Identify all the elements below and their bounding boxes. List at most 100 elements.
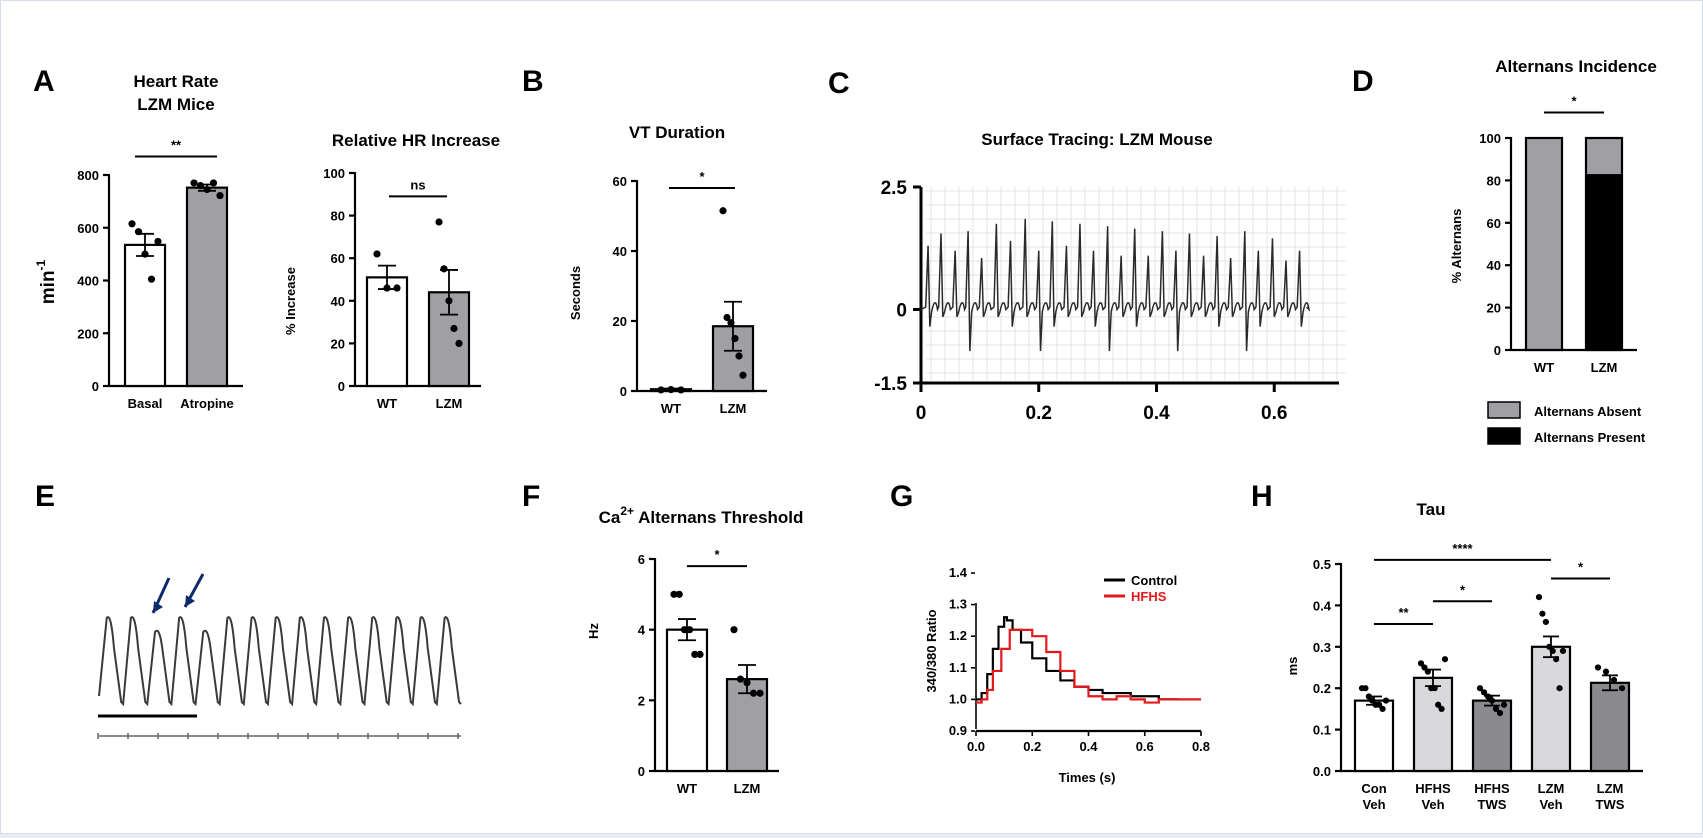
x-tick-label: TWS [1478, 797, 1507, 812]
panel-label-c: C [828, 67, 850, 100]
chart-alternans-incidence: Alternans Incidence % Alternans 0 20 40 60 8… [1449, 57, 1657, 445]
legend-swatch [1487, 401, 1521, 419]
y-tick-label: 40 [613, 244, 627, 259]
y-tick-label: 2 [638, 693, 645, 708]
y-tick-label: 40 [1487, 258, 1501, 273]
data-point [1431, 685, 1438, 692]
y-tick-label: 0.0 [1313, 764, 1331, 779]
data-point [1610, 676, 1618, 684]
data-point [727, 319, 735, 327]
y-tick-label: 60 [613, 174, 627, 189]
data-point [216, 191, 224, 200]
data-point [147, 275, 156, 283]
data-point [450, 324, 458, 333]
data-point [731, 334, 739, 343]
arrowhead-icon [185, 595, 195, 607]
x-tick-label: LZM [720, 401, 747, 416]
x-tick-label: 0.2 [1023, 739, 1041, 754]
data-point [196, 181, 205, 190]
bar [1471, 699, 1513, 773]
data-point [723, 313, 731, 322]
x-tick-label: LZM [1538, 781, 1565, 796]
significance-label: * [1571, 94, 1577, 109]
y-tick-label: 1.1 [949, 660, 967, 675]
chart-heart-rate: Heart Rate LZM Mice min-1 0 200 400 600 800 B… [34, 72, 243, 411]
significance-label: ** [1398, 605, 1409, 620]
series-line [976, 628, 1201, 704]
data-point [1602, 668, 1610, 675]
y-tick-label: 0.1 [1313, 723, 1331, 738]
significance-label: * [1578, 559, 1584, 574]
chart-subtitle: LZM Mice [137, 95, 214, 114]
y-tick-label: 800 [77, 168, 99, 183]
bar [665, 628, 709, 773]
legend-swatch [1487, 427, 1521, 445]
data-point [1362, 685, 1369, 692]
data-point [670, 590, 678, 598]
y-tick-label: 1.2 [949, 628, 967, 643]
x-tick-label: Veh [1421, 797, 1444, 812]
data-point [1441, 656, 1449, 663]
data-point [1559, 647, 1567, 655]
y-tick-label: 80 [331, 209, 345, 224]
x-tick-label: LZM [734, 781, 761, 796]
x-tick-label: Con [1361, 781, 1386, 796]
significance-label: ns [410, 177, 425, 192]
x-tick-label: 0.4 [1079, 739, 1098, 754]
data-point [1369, 697, 1376, 704]
data-point [719, 207, 727, 215]
chart-title: Heart Rate [133, 72, 218, 91]
data-point [445, 297, 453, 305]
y-tick-label: 80 [1487, 173, 1501, 188]
bar [1412, 676, 1454, 773]
data-point [203, 185, 211, 194]
significance-label: * [1460, 582, 1466, 597]
x-tick-label: HFHS [1474, 781, 1510, 796]
data-point [1492, 705, 1500, 713]
y-tick-label: 1.0 [949, 691, 967, 706]
y-tick-label: 2.5 [881, 178, 908, 199]
data-point [1424, 668, 1431, 675]
significance-label: **** [1452, 541, 1473, 556]
panel-label-e: E [35, 480, 55, 513]
x-tick-label: 0.6 [1136, 739, 1154, 754]
x-tick-label: LZM [1597, 781, 1624, 796]
chart-relative-hr-increase: Relative HR Increase % Increase 0 20 40 60 8… [283, 131, 500, 411]
bar-outline [1524, 136, 1564, 352]
data-point [1417, 660, 1425, 667]
data-point [1546, 643, 1553, 650]
y-tick-label: 600 [77, 221, 99, 236]
panel-label-d: D [1352, 65, 1374, 98]
data-point [756, 689, 764, 697]
data-point [1376, 701, 1383, 708]
data-point [373, 250, 381, 258]
y-axis-label: min-1 [34, 259, 59, 304]
y-tick-label: 0 [1494, 343, 1501, 358]
y-tick-label: 200 [77, 326, 99, 341]
data-point [743, 679, 751, 687]
data-point [1484, 693, 1492, 700]
y-tick-label: 400 [77, 274, 99, 289]
y-tick-label: 1.3 [949, 597, 967, 612]
data-point [1500, 701, 1508, 708]
data-point [154, 237, 162, 246]
y-axis-label: % Alternans [1449, 209, 1464, 284]
calcium-trace [98, 616, 462, 707]
legend-label: Control [1131, 573, 1177, 588]
y-tick-label: 0 [638, 764, 645, 779]
panel-label-a: A [33, 65, 55, 98]
bar [1530, 645, 1572, 773]
data-point [1365, 693, 1372, 700]
data-point [1556, 685, 1563, 692]
y-tick-label: 0 [896, 301, 907, 322]
data-point [455, 339, 463, 347]
y-tick-label: 0.4 [1313, 598, 1332, 613]
chart-calcium-transient: 340/380 Ratio Times (s) 0.9 1.0 1.1 1.2 1.3 1… [924, 565, 1210, 785]
data-point [749, 689, 758, 697]
x-tick-label: WT [1534, 360, 1554, 375]
y-tick-label: 20 [1487, 301, 1501, 316]
legend-label: Alternans Present [1534, 430, 1646, 445]
x-tick-label: WT [377, 396, 397, 411]
bar-segment [1526, 138, 1562, 350]
